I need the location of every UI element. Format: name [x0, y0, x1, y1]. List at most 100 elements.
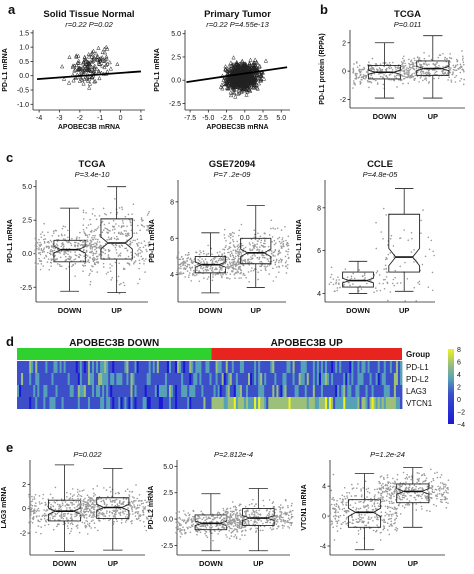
data-point	[364, 75, 366, 77]
data-point	[109, 499, 111, 501]
data-point	[52, 515, 54, 518]
data-point	[148, 259, 150, 261]
data-point	[185, 522, 187, 525]
data-point	[462, 61, 465, 64]
data-point	[372, 68, 374, 70]
y-axis-label: PD-L2 mRNA	[148, 486, 155, 530]
data-point	[67, 253, 69, 256]
regression-line	[37, 70, 141, 81]
data-point	[389, 482, 392, 485]
data-point	[236, 261, 239, 263]
data-point	[220, 519, 223, 522]
data-point	[90, 512, 93, 514]
data-point	[203, 277, 205, 279]
y-axis-label: PD-L1 mRNA	[149, 219, 156, 263]
data-point	[40, 236, 43, 238]
data-point	[101, 220, 104, 223]
data-point	[85, 67, 90, 72]
data-point	[385, 67, 388, 70]
data-point	[418, 57, 420, 60]
data-point	[382, 83, 385, 86]
data-point	[52, 230, 55, 233]
data-point	[287, 506, 289, 509]
data-point	[420, 232, 422, 234]
data-point	[242, 272, 245, 275]
data-point	[104, 227, 106, 230]
data-point	[60, 498, 63, 501]
data-point	[45, 254, 47, 257]
data-point	[103, 503, 106, 505]
data-point	[262, 499, 265, 502]
data-point	[92, 252, 95, 255]
data-point	[43, 222, 45, 225]
data-point	[124, 216, 127, 218]
data-point	[44, 238, 47, 240]
data-point	[182, 264, 184, 266]
data-point	[414, 59, 416, 62]
data-point	[424, 72, 427, 74]
data-point	[36, 247, 38, 250]
data-point	[42, 248, 45, 251]
data-point	[83, 498, 85, 501]
data-point	[33, 510, 35, 513]
data-point	[393, 492, 396, 494]
data-point	[254, 238, 257, 241]
data-point	[218, 84, 224, 89]
x-tick-label: -2.5	[221, 115, 233, 122]
data-point	[87, 260, 89, 263]
data-point	[113, 237, 116, 240]
data-point	[242, 251, 244, 253]
data-point	[370, 66, 373, 68]
data-point	[370, 81, 373, 84]
data-point	[367, 518, 370, 520]
data-point	[81, 81, 86, 86]
data-point	[187, 263, 189, 266]
data-point	[220, 259, 222, 262]
data-point	[150, 254, 153, 256]
data-point	[368, 61, 370, 63]
data-point	[335, 509, 337, 511]
data-point	[230, 77, 235, 82]
data-point	[357, 483, 359, 485]
data-point	[280, 242, 282, 245]
data-point	[452, 64, 455, 67]
data-point	[46, 509, 48, 511]
data-point	[54, 512, 57, 515]
data-point	[365, 488, 368, 491]
data-point	[243, 63, 249, 68]
data-point	[70, 64, 76, 69]
data-point	[231, 55, 236, 60]
data-point	[122, 281, 125, 284]
data-point	[30, 510, 32, 513]
data-point	[184, 268, 187, 271]
data-point	[228, 266, 230, 269]
box-down	[194, 256, 226, 274]
data-point	[253, 515, 256, 518]
data-point	[77, 497, 79, 500]
data-point	[403, 229, 405, 231]
data-point	[253, 236, 256, 238]
data-point	[236, 264, 238, 266]
data-point	[272, 227, 274, 230]
data-point	[232, 244, 235, 246]
data-point	[104, 212, 106, 215]
data-point	[239, 512, 241, 514]
data-point	[284, 499, 287, 502]
data-point	[395, 512, 398, 515]
data-point	[255, 527, 257, 530]
data-point	[373, 291, 375, 293]
data-point	[82, 209, 85, 212]
data-point	[222, 509, 225, 512]
data-point	[116, 238, 119, 240]
data-point	[284, 261, 287, 264]
data-point	[396, 282, 399, 284]
data-point	[239, 89, 244, 94]
data-point	[212, 257, 215, 260]
data-point	[246, 253, 249, 256]
data-point	[37, 520, 40, 523]
data-point	[393, 79, 396, 82]
data-point	[35, 510, 38, 513]
data-point	[383, 287, 386, 290]
data-point	[428, 55, 430, 57]
data-point	[382, 490, 384, 493]
